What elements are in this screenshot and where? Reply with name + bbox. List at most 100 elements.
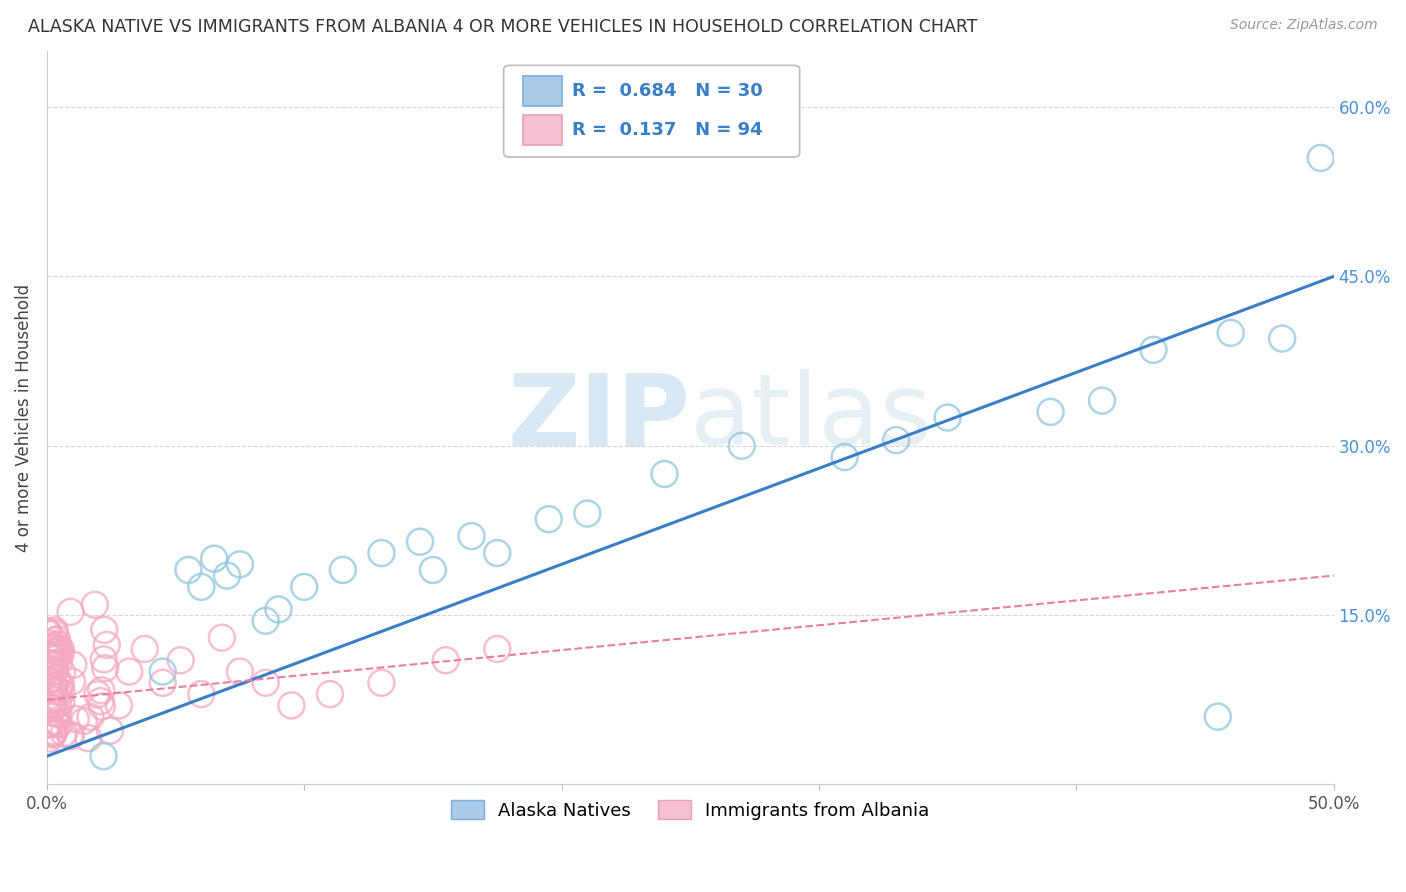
Point (35, 626, 58, 640)
Point (44, 680, 66, 694)
Point (215, 568, 238, 582)
Text: Source: ZipAtlas.com: Source: ZipAtlas.com (1230, 18, 1378, 32)
Point (37, 624, 59, 639)
Point (229, 665, 252, 679)
Point (37, 625, 59, 640)
Point (49, 679, 72, 693)
Point (65, 712, 87, 726)
Point (49, 642, 72, 657)
Point (51, 665, 73, 680)
Point (254, 676, 277, 690)
Point (49, 647, 72, 661)
Point (60, 674, 83, 689)
Point (1206, 709, 1229, 723)
Point (73, 714, 96, 728)
Point (90, 683, 112, 698)
Text: atlas: atlas (690, 369, 932, 466)
Point (41, 692, 63, 706)
Point (46, 637, 69, 651)
Point (44, 664, 66, 678)
Point (37, 698, 59, 713)
Point (108, 698, 131, 713)
Point (42, 698, 65, 712)
Point (41, 701, 63, 715)
Point (77, 731, 100, 746)
Point (93, 652, 115, 666)
Point (170, 653, 193, 667)
Point (39, 716, 62, 731)
Point (59, 729, 82, 743)
Point (48, 644, 70, 658)
Point (44, 633, 66, 648)
Point (41, 684, 63, 698)
Point (44, 645, 66, 659)
Point (42, 656, 65, 670)
Point (537, 512, 560, 526)
Point (370, 546, 392, 560)
Point (422, 563, 444, 577)
Point (211, 631, 233, 645)
Point (834, 450, 856, 464)
Point (44, 706, 66, 720)
Point (45, 671, 67, 685)
Bar (523, 77, 561, 106)
Point (46, 650, 69, 665)
Point (44, 657, 66, 672)
Point (152, 676, 174, 690)
Point (86, 687, 108, 701)
Point (46, 698, 69, 712)
Text: ZIP: ZIP (508, 369, 690, 466)
Point (51, 685, 73, 699)
Point (267, 602, 290, 616)
Point (731, 439, 754, 453)
Point (39, 636, 62, 650)
Point (254, 614, 277, 628)
Point (59, 727, 82, 741)
Point (1219, 326, 1241, 340)
Y-axis label: 4 or more Vehicles in Household: 4 or more Vehicles in Household (15, 284, 32, 551)
Point (1309, 151, 1331, 165)
Point (190, 687, 212, 701)
Point (39, 657, 62, 672)
Bar (523, 115, 561, 145)
Point (409, 534, 432, 549)
Point (118, 665, 141, 679)
Point (41, 648, 63, 663)
Point (49, 677, 72, 691)
Point (42, 693, 65, 707)
Point (39, 681, 62, 696)
Point (292, 580, 315, 594)
Point (53, 726, 76, 740)
Point (42, 639, 65, 653)
Point (46, 685, 69, 699)
Point (1271, 332, 1294, 346)
Point (42, 665, 65, 679)
Point (134, 642, 156, 657)
Point (202, 551, 225, 566)
Point (434, 653, 457, 667)
Point (51, 696, 73, 710)
Point (190, 580, 212, 594)
Point (96, 638, 118, 652)
Point (229, 558, 252, 572)
Point (90, 694, 112, 708)
Point (38, 731, 60, 746)
Point (42, 726, 65, 740)
Point (39, 641, 62, 656)
Point (46, 706, 69, 721)
Point (152, 665, 174, 679)
Point (42, 724, 65, 739)
Point (46, 717, 69, 731)
Text: R =  0.684   N = 30: R = 0.684 N = 30 (572, 82, 762, 100)
Point (45, 715, 67, 730)
Point (654, 467, 676, 481)
Point (41, 728, 63, 742)
Point (42, 640, 65, 654)
Point (79, 710, 101, 724)
Text: ALASKA NATIVE VS IMMIGRANTS FROM ALBANIA 4 OR MORE VEHICLES IN HOUSEHOLD CORRELA: ALASKA NATIVE VS IMMIGRANTS FROM ALBANIA… (28, 18, 977, 36)
Point (38, 673, 60, 688)
Point (93, 623, 115, 637)
Point (62, 657, 84, 672)
Point (1039, 405, 1062, 419)
Point (94, 661, 117, 675)
